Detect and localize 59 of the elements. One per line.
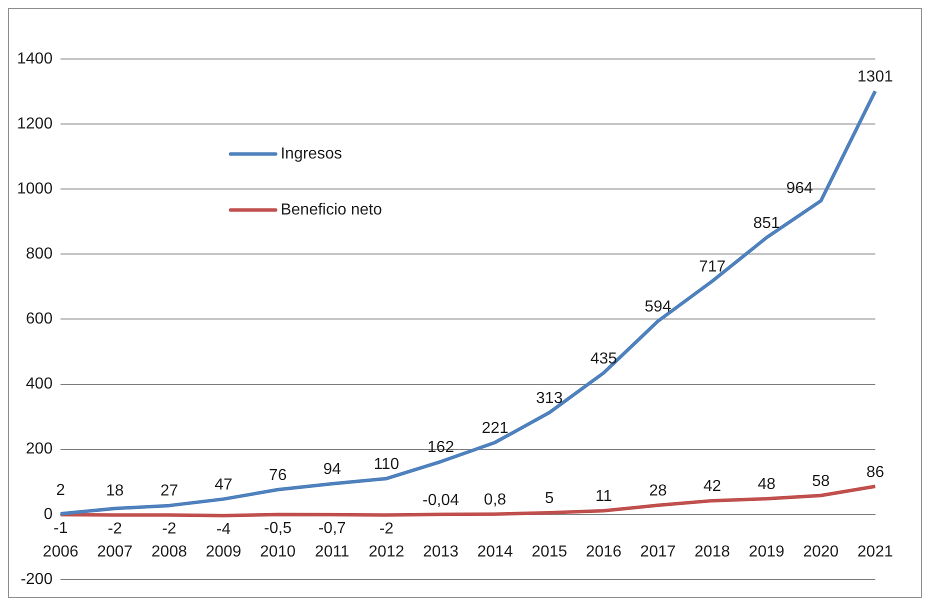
x-tick-label: 2017 (640, 543, 676, 560)
data-label: 47 (214, 476, 233, 494)
x-tick-label: 2020 (803, 543, 839, 560)
y-tick-label: 1200 (17, 115, 53, 132)
data-label: 2 (56, 482, 66, 500)
data-label: -4 (216, 521, 231, 538)
y-tick-label: 600 (26, 310, 53, 328)
data-label: 964 (786, 180, 813, 198)
data-label: 717 (698, 258, 726, 276)
x-tick-label: 2014 (477, 543, 513, 560)
data-label: 18 (106, 482, 124, 500)
data-label: 313 (536, 390, 563, 407)
data-label: 5 (544, 490, 554, 508)
data-label: -2 (108, 520, 122, 538)
legend-label: Ingresos (280, 145, 342, 162)
x-tick-label: 2013 (422, 543, 459, 560)
data-label: 0,8 (484, 491, 506, 508)
data-label: 1301 (857, 68, 894, 86)
data-label: -1 (53, 520, 68, 538)
data-label: -0,5 (264, 520, 292, 537)
data-label: 162 (427, 439, 454, 456)
data-label: 594 (644, 298, 672, 316)
y-tick-label: 800 (26, 246, 53, 263)
data-label: 58 (812, 472, 830, 490)
data-label: 11 (595, 488, 612, 506)
data-label: -2 (162, 520, 176, 538)
data-label: 27 (160, 482, 178, 500)
data-label: -0,04 (422, 492, 460, 509)
data-label: 94 (323, 461, 342, 478)
data-label: 28 (649, 482, 667, 500)
data-label: 42 (703, 478, 722, 496)
x-tick-label: 2009 (206, 543, 242, 560)
x-tick-label: 2019 (748, 543, 784, 560)
x-tick-label: 2007 (97, 543, 133, 560)
data-label: 851 (753, 214, 780, 232)
data-label: 110 (374, 456, 400, 473)
data-label: -2 (379, 520, 394, 538)
x-tick-label: 2006 (42, 543, 78, 560)
data-label: 435 (590, 350, 618, 368)
y-tick-label: 400 (26, 376, 53, 393)
x-tick-label: 2021 (857, 543, 894, 560)
data-label: 48 (758, 476, 776, 494)
data-label: -0,7 (318, 520, 346, 537)
data-label: 86 (866, 464, 884, 481)
legend-label: Beneficio neto (280, 201, 382, 218)
y-tick-label: 1400 (17, 50, 53, 68)
x-tick-label: 2018 (694, 543, 730, 560)
data-label: 76 (268, 467, 287, 484)
y-tick-label: 1000 (17, 180, 53, 198)
data-label: 221 (482, 420, 508, 437)
y-tick-label: -200 (20, 570, 53, 588)
x-tick-label: 2015 (532, 543, 568, 560)
x-tick-label: 2010 (260, 543, 296, 560)
x-tick-label: 2012 (368, 543, 404, 560)
y-tick-label: 0 (44, 506, 53, 523)
y-tick-label: 200 (26, 440, 53, 458)
x-tick-label: 2016 (586, 543, 622, 560)
x-tick-label: 2008 (151, 543, 188, 560)
x-tick-label: 2011 (314, 543, 350, 560)
